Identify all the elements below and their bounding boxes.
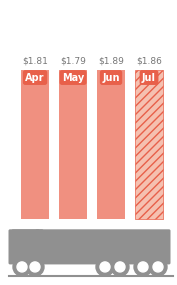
- Circle shape: [138, 262, 148, 272]
- Circle shape: [17, 262, 27, 272]
- Bar: [97, 70, 125, 219]
- Circle shape: [100, 262, 110, 272]
- FancyBboxPatch shape: [12, 229, 39, 246]
- Circle shape: [149, 258, 167, 276]
- FancyBboxPatch shape: [36, 229, 170, 264]
- Bar: [40, 253, 68, 263]
- Bar: [135, 70, 163, 219]
- Text: $1.81: $1.81: [22, 56, 48, 65]
- Text: $1.79: $1.79: [60, 56, 86, 65]
- Bar: [21, 70, 49, 219]
- Text: Jul: Jul: [142, 72, 156, 83]
- Circle shape: [134, 258, 152, 276]
- Text: Apr: Apr: [25, 72, 45, 83]
- Text: $1.86: $1.86: [136, 56, 162, 65]
- Circle shape: [13, 258, 31, 276]
- Circle shape: [26, 258, 44, 276]
- Circle shape: [153, 262, 163, 272]
- Circle shape: [115, 262, 125, 272]
- Circle shape: [30, 262, 40, 272]
- Text: Jun: Jun: [102, 72, 120, 83]
- Text: $1.89: $1.89: [98, 56, 124, 65]
- Bar: [59, 70, 87, 219]
- Circle shape: [111, 258, 129, 276]
- Circle shape: [96, 258, 114, 276]
- Text: May: May: [62, 72, 84, 83]
- FancyBboxPatch shape: [8, 229, 44, 264]
